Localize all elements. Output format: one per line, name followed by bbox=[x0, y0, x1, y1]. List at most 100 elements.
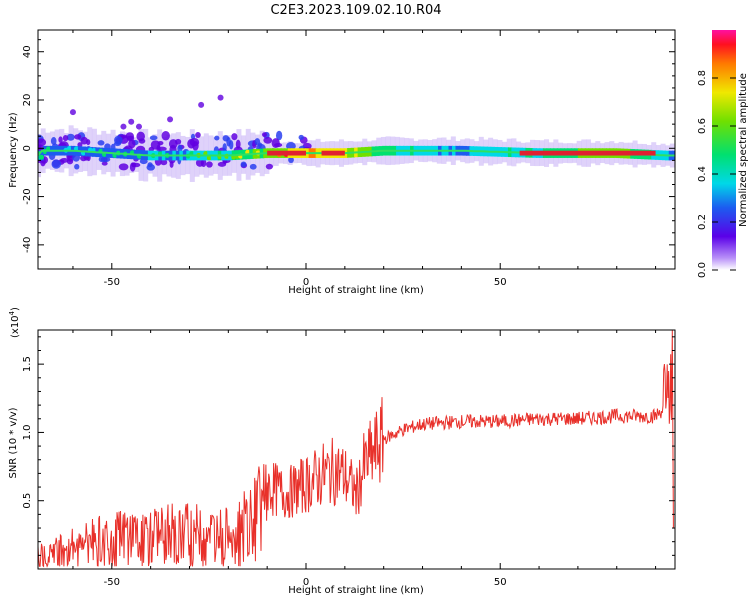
spectrogram-blob bbox=[206, 161, 213, 168]
spectrogram-panel: -50 0 50 -40 -20 0 20 40 Height of straight lin… bbox=[8, 29, 676, 296]
spectrogram-blob bbox=[161, 130, 170, 141]
spectrogram-blob bbox=[240, 161, 247, 168]
spectrogram-peak bbox=[321, 150, 345, 156]
spectrogram-blob bbox=[298, 134, 304, 140]
colorbar-tick-label: 0.4 bbox=[697, 166, 708, 182]
colorbar-ticks: 0.0 0.2 0.4 0.6 0.8 bbox=[697, 70, 736, 278]
spectrogram-marks bbox=[38, 94, 675, 182]
spectrogram-knot bbox=[206, 155, 212, 161]
spectrogram-blob bbox=[175, 138, 182, 145]
colorbar-tick-label: 0.0 bbox=[697, 262, 708, 278]
spectrogram-peak bbox=[267, 150, 307, 156]
spectrogram-blob bbox=[74, 134, 82, 140]
spectrogram-y-tick-label: 0 bbox=[22, 145, 33, 151]
spectrogram-blob bbox=[160, 159, 168, 166]
snr-x-tick-label: -50 bbox=[104, 577, 120, 588]
snr-x-tick-label: 0 bbox=[303, 577, 309, 588]
snr-marks bbox=[38, 330, 674, 568]
spectrogram-blob bbox=[77, 142, 83, 148]
snr-ticks: -50 0 50 0.5 1.0 1.5 bbox=[22, 330, 675, 588]
colorbar-gradient bbox=[712, 30, 736, 270]
spectrogram-outlier bbox=[120, 123, 127, 130]
spectrogram-blob bbox=[157, 141, 164, 146]
spectrogram-blob bbox=[80, 155, 87, 162]
spectrogram-blob bbox=[217, 161, 227, 167]
spectrogram-x-tick-label: -50 bbox=[104, 277, 120, 288]
snr-y-label: SNR (10 * v/v) bbox=[8, 407, 19, 478]
colorbar: 0.0 0.2 0.4 0.6 0.8 Normalized spectral ampl… bbox=[697, 30, 749, 278]
spectrogram-blob bbox=[286, 142, 296, 151]
colorbar-tick-label: 0.6 bbox=[697, 118, 708, 134]
spectrogram-blob bbox=[249, 163, 257, 170]
spectrogram-blob bbox=[222, 143, 227, 152]
spectrogram-blob bbox=[231, 133, 238, 141]
spectrogram-blob bbox=[126, 135, 135, 142]
spectrogram-ticks: -50 0 50 -40 -20 0 20 40 bbox=[22, 30, 675, 288]
spectrogram-blob bbox=[254, 138, 261, 146]
spectrogram-outlier bbox=[128, 118, 135, 125]
figure-title: C2E3.2023.109.02.10.R04 bbox=[270, 3, 441, 18]
spectrogram-blob bbox=[148, 146, 155, 152]
spectrogram-peak bbox=[519, 150, 656, 156]
spectrogram-blob bbox=[113, 141, 122, 147]
spectrogram-blob bbox=[147, 162, 153, 168]
spectrogram-outlier bbox=[217, 94, 224, 101]
spectrogram-y-label: Frequency (Hz) bbox=[8, 112, 19, 188]
spectrogram-blob bbox=[51, 159, 62, 169]
svg-text:(x104): (x104) bbox=[8, 307, 21, 338]
spectrogram-blob bbox=[101, 161, 108, 166]
spectrogram-blob bbox=[195, 131, 201, 139]
spectrogram-blob bbox=[129, 162, 136, 172]
spectrogram-blob bbox=[271, 138, 280, 149]
spectrogram-blob bbox=[58, 136, 63, 143]
spectrogram-blob bbox=[229, 140, 234, 150]
spectrogram-blob bbox=[86, 139, 91, 146]
snr-multiplier: (x104) bbox=[8, 307, 21, 338]
spectrogram-knot bbox=[38, 154, 44, 160]
spectrogram-blob bbox=[50, 137, 57, 146]
spectrogram-x-tick-label: 0 bbox=[303, 277, 309, 288]
spectrogram-blob bbox=[200, 158, 207, 168]
spectrogram-outlier bbox=[135, 123, 142, 130]
snr-panel: -50 0 50 0.5 1.0 1.5 Height of straight line … bbox=[8, 307, 676, 596]
spectrogram-blob bbox=[118, 163, 129, 171]
spectrogram-blob bbox=[66, 158, 74, 165]
colorbar-tick-label: 0.2 bbox=[697, 214, 708, 230]
spectrogram-outlier bbox=[69, 109, 76, 116]
spectrogram-blob bbox=[275, 130, 283, 141]
spectrogram-blob bbox=[263, 136, 273, 144]
spectrogram-y-tick-label: -40 bbox=[22, 237, 33, 253]
spectrogram-y-tick-label: -20 bbox=[22, 188, 33, 204]
spectrogram-blob bbox=[97, 140, 105, 146]
spectrogram-blob bbox=[74, 163, 80, 170]
spectrogram-y-tick-label: 40 bbox=[22, 45, 33, 58]
spectrogram-outlier bbox=[167, 116, 174, 123]
spectrogram-blob bbox=[62, 135, 69, 142]
spectrogram-blob bbox=[222, 135, 230, 142]
spectrogram-outlier bbox=[198, 101, 205, 108]
spectrogram-blob bbox=[192, 141, 199, 151]
spectrogram-blob bbox=[261, 132, 268, 138]
snr-y-tick-label: 1.5 bbox=[22, 356, 33, 372]
spectrogram-blob bbox=[149, 135, 158, 141]
spectrogram-blob bbox=[138, 138, 146, 144]
colorbar-tick-label: 0.8 bbox=[697, 70, 708, 86]
spectrogram-blob bbox=[265, 163, 274, 170]
spectrogram-x-tick-label: 50 bbox=[494, 277, 507, 288]
spectrogram-blob bbox=[59, 158, 69, 163]
spectrogram-frame bbox=[37, 29, 676, 270]
snr-y-tick-label: 0.5 bbox=[22, 493, 33, 509]
colorbar-label: Normalized spectral amplitude bbox=[738, 73, 749, 227]
snr-x-tick-label: 50 bbox=[494, 577, 507, 588]
spectrogram-blob bbox=[80, 136, 88, 145]
snr-y-tick-label: 1.0 bbox=[22, 424, 33, 440]
snr-series-line bbox=[38, 330, 674, 568]
spectrogram-blob bbox=[177, 144, 183, 153]
snr-multiplier-exp: 4 bbox=[8, 310, 16, 315]
spectrogram-blob bbox=[98, 156, 105, 163]
snr-x-label: Height of straight line (km) bbox=[288, 585, 424, 596]
spectrogram-x-label: Height of straight line (km) bbox=[288, 285, 424, 296]
snr-multiplier-base: (x10 bbox=[10, 315, 21, 338]
spectrogram-blob bbox=[214, 135, 220, 141]
